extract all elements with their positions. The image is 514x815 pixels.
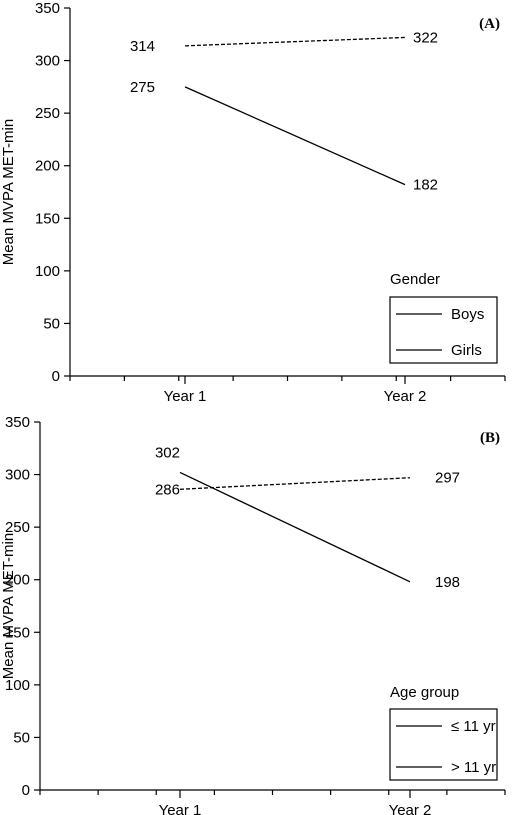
data-label: 286 [155,481,180,498]
y-tick-label: 250 [5,519,30,536]
y-axis-label: Mean MVPA MET-min [0,119,17,265]
chart-panel-b: 0 50 100 150 200 250 300 350 Year 1 Year 2 Mean MV… [0,414,506,815]
data-label: 275 [130,79,155,96]
data-label: 198 [435,574,460,591]
x-tick-label: Year 2 [389,802,432,815]
x-tick-label: Year 2 [384,388,427,405]
y-tick-label: 50 [43,315,60,332]
legend-entry-label: ≤ 11 yr [451,718,496,735]
panel-label: (B) [480,430,500,446]
y-tick-label: 100 [5,677,30,694]
y-axis-label: Mean MVPA MET-min [0,533,17,679]
legend-title: Age group [390,684,459,701]
y-tick-label: 350 [5,414,30,431]
x-tick-label: Year 1 [159,802,202,815]
y-tick-label: 100 [35,263,60,280]
y-tick-label: 0 [52,368,60,385]
y-tick-label: 200 [35,158,60,175]
y-tick-label: 350 [35,0,60,17]
panel-label: (A) [479,16,500,32]
legend-entry-label: Girls [451,342,482,359]
legend-box [389,296,498,364]
chart-panel-a: 0 50 100 150 200 250 300 350 Year 1 Year 2 Mean MV… [0,0,506,405]
y-tick-label: 300 [5,467,30,484]
series-line-0 [184,36,406,47]
data-label: 302 [155,444,180,461]
y-tick-label: 150 [35,210,60,227]
data-label: 297 [435,470,460,487]
series-line-0 [179,477,411,490]
y-tick-label: 150 [5,624,30,641]
series-line-1 [179,471,411,583]
y-tick-label: 200 [5,572,30,589]
data-label: 182 [413,177,438,194]
y-tick-label: 0 [22,782,30,799]
y-tick-label: 50 [13,729,30,746]
legend-title: Gender [390,271,440,288]
series-line-1 [184,86,406,186]
legend-entry-label: Boys [451,306,484,323]
x-tick-label: Year 1 [164,388,207,405]
data-label: 322 [413,29,438,46]
y-tick-label: 300 [35,53,60,70]
legend-entry-label: > 11 yr [451,759,496,776]
data-label: 314 [130,38,155,55]
legend-box [389,708,498,781]
y-tick-label: 250 [35,105,60,122]
